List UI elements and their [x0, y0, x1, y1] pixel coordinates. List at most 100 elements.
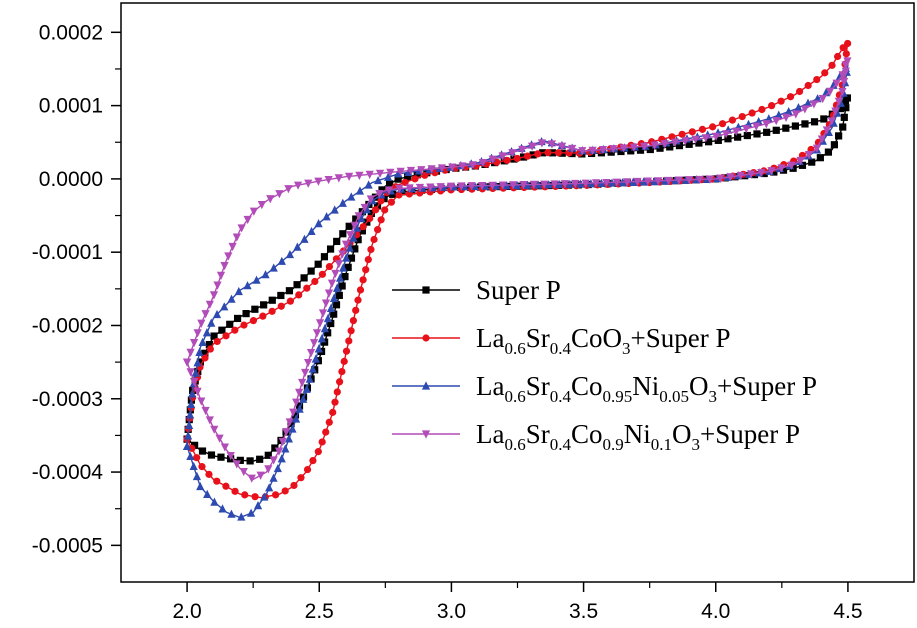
data-point	[224, 252, 233, 261]
data-point	[309, 457, 317, 465]
data-point	[826, 87, 835, 96]
data-point	[340, 357, 348, 365]
data-point	[831, 107, 840, 116]
data-point	[360, 203, 369, 213]
data-point	[332, 301, 341, 309]
data-point	[237, 512, 246, 521]
data-point	[378, 186, 386, 194]
data-point	[338, 367, 346, 376]
data-point	[828, 61, 836, 69]
data-point	[195, 347, 204, 356]
data-point	[374, 226, 382, 234]
data-point	[544, 148, 552, 157]
data-point	[681, 137, 690, 146]
data-point	[186, 348, 195, 357]
data-point	[609, 145, 618, 154]
data-point	[354, 236, 362, 244]
data-point	[810, 118, 819, 126]
legend-item: La0.6Sr0.4CoO3+Super P	[392, 323, 731, 358]
data-point	[767, 167, 776, 176]
data-point	[342, 253, 351, 262]
x-tick-label: 2.5	[305, 600, 334, 623]
data-point	[818, 94, 827, 104]
data-point	[292, 398, 301, 407]
data-point	[496, 183, 504, 191]
data-point	[534, 150, 542, 158]
data-point	[233, 314, 242, 323]
data-point	[215, 434, 224, 443]
data-point	[329, 293, 339, 302]
data-point	[822, 126, 831, 135]
data-point	[838, 71, 847, 80]
data-point	[330, 310, 338, 318]
data-point	[333, 237, 341, 246]
data-point	[314, 177, 323, 186]
data-point	[190, 339, 199, 348]
data-point	[691, 135, 700, 144]
data-point	[342, 347, 351, 355]
data-point	[297, 474, 305, 482]
data-point	[210, 497, 219, 506]
data-point	[237, 224, 246, 233]
data-point	[217, 453, 225, 461]
data-point	[274, 447, 284, 456]
data-point	[220, 302, 229, 311]
data-point	[222, 482, 230, 490]
data-point	[646, 145, 654, 154]
data-point	[231, 326, 239, 334]
data-point	[633, 177, 642, 187]
legend-text-part: +Super P	[700, 419, 800, 449]
data-point	[777, 164, 786, 173]
data-point	[249, 317, 257, 325]
data-point	[338, 198, 347, 207]
legend-text-part: Ni	[624, 419, 651, 449]
data-point	[732, 127, 741, 136]
data-point	[268, 296, 276, 304]
data-point	[331, 398, 339, 406]
data-point	[291, 414, 301, 423]
data-point	[643, 177, 652, 186]
data-point	[352, 215, 360, 223]
data-point	[213, 337, 221, 346]
data-point	[617, 147, 625, 156]
data-point	[216, 271, 226, 280]
legend-subscript: 0.05	[659, 387, 689, 406]
data-point	[685, 140, 693, 148]
legend-label: La0.6Sr0.4CoO3+Super P	[476, 323, 731, 358]
legend-subscript: 0.95	[603, 387, 633, 406]
legend-text-part: La	[476, 323, 504, 353]
data-point	[201, 310, 210, 319]
data-point	[198, 337, 207, 346]
data-point	[746, 170, 756, 179]
data-point	[318, 270, 327, 278]
data-point	[253, 501, 263, 510]
y-tick-label: -0.0002	[32, 314, 103, 337]
data-point	[355, 186, 365, 195]
data-point	[457, 182, 466, 191]
data-point	[257, 201, 266, 210]
data-point	[339, 230, 347, 238]
data-point	[222, 332, 230, 340]
data-point	[364, 180, 373, 189]
data-point	[349, 316, 358, 325]
data-point	[784, 106, 793, 116]
data-point	[358, 227, 366, 235]
data-point	[571, 179, 580, 189]
data-point	[188, 389, 197, 398]
data-point	[427, 165, 436, 174]
data-point	[227, 509, 236, 518]
legend-marker	[421, 381, 431, 390]
data-point	[468, 161, 477, 170]
data-point	[547, 140, 557, 149]
data-point	[185, 420, 194, 430]
data-point	[282, 428, 291, 437]
data-point	[293, 281, 301, 289]
data-point	[498, 181, 507, 190]
data-point	[325, 262, 334, 271]
data-point	[688, 128, 696, 136]
data-point	[355, 171, 364, 180]
data-point	[341, 240, 351, 249]
data-point	[347, 254, 356, 262]
data-point	[191, 441, 199, 449]
data-point	[781, 113, 791, 122]
